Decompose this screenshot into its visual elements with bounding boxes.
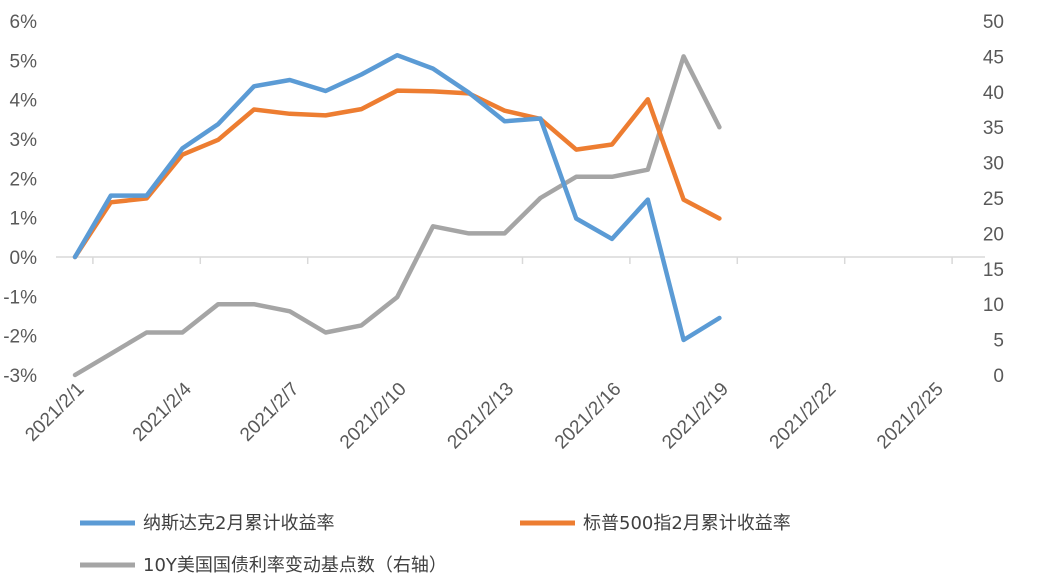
x-tick-label: 2021/2/19: [658, 379, 733, 454]
y-left-tick-labels: 6% 5% 4% 3% 2% 1% 0% -1% -2% -3%: [3, 12, 37, 387]
y-right-tick-label: 50: [983, 12, 1004, 33]
y-right-tick-label: 25: [983, 189, 1004, 210]
x-tick-label: 2021/2/4: [129, 378, 196, 445]
series-line-2: [72, 54, 722, 378]
y-left-tick-label: -1%: [3, 287, 37, 308]
x-tick-label: 2021/2/25: [873, 379, 948, 454]
y-right-tick-label: 15: [983, 260, 1004, 281]
y-right-tick-label: 0: [993, 366, 1004, 387]
x-tick-label: 2021/2/7: [236, 379, 303, 446]
y-right-tick-label: 10: [983, 295, 1004, 316]
y-right-tick-label: 30: [983, 154, 1004, 175]
legend-label: 10Y美国国债利率变动基点数（右轴）: [143, 555, 447, 576]
series-line-1: [72, 88, 722, 260]
y-right-tick-label: 45: [983, 47, 1004, 68]
y-left-tick-label: 3%: [10, 130, 38, 151]
x-axis-tick-marks: [92, 257, 953, 264]
y-left-tick-label: 0%: [10, 248, 38, 269]
y-right-tick-label: 5: [993, 331, 1004, 352]
series-line-0: [72, 52, 722, 343]
y-left-tick-label: 4%: [10, 91, 38, 112]
y-right-tick-label: 35: [983, 118, 1004, 139]
x-tick-labels: 2021/2/1 2021/2/4 2021/2/7 2021/2/10 2021/2/…: [21, 378, 947, 453]
legend-label: 纳斯达克2月累计收益率: [143, 513, 334, 534]
x-tick-label: 2021/2/13: [444, 379, 519, 454]
x-tick-label: 2021/2/16: [551, 379, 626, 454]
legend-label: 标普500指2月累计收益率: [583, 513, 791, 534]
y-left-tick-label: 1%: [10, 209, 38, 230]
legend: 纳斯达克2月累计收益率 标普500指2月累计收益率 10Y美国国债利率变动基点数（右…: [80, 513, 791, 576]
y-left-tick-label: 6%: [10, 12, 38, 33]
x-tick-label: 2021/2/22: [766, 379, 841, 454]
x-tick-label: 2021/2/1: [21, 379, 88, 446]
y-left-tick-label: -2%: [3, 327, 37, 348]
y-right-tick-label: 20: [983, 224, 1004, 245]
y-left-tick-label: 5%: [10, 51, 38, 72]
y-left-tick-label: 2%: [10, 169, 38, 190]
y-left-tick-label: -3%: [3, 366, 37, 387]
y-right-tick-label: 40: [983, 83, 1004, 104]
series-lines: [72, 52, 722, 378]
x-tick-label: 2021/2/10: [336, 379, 411, 454]
